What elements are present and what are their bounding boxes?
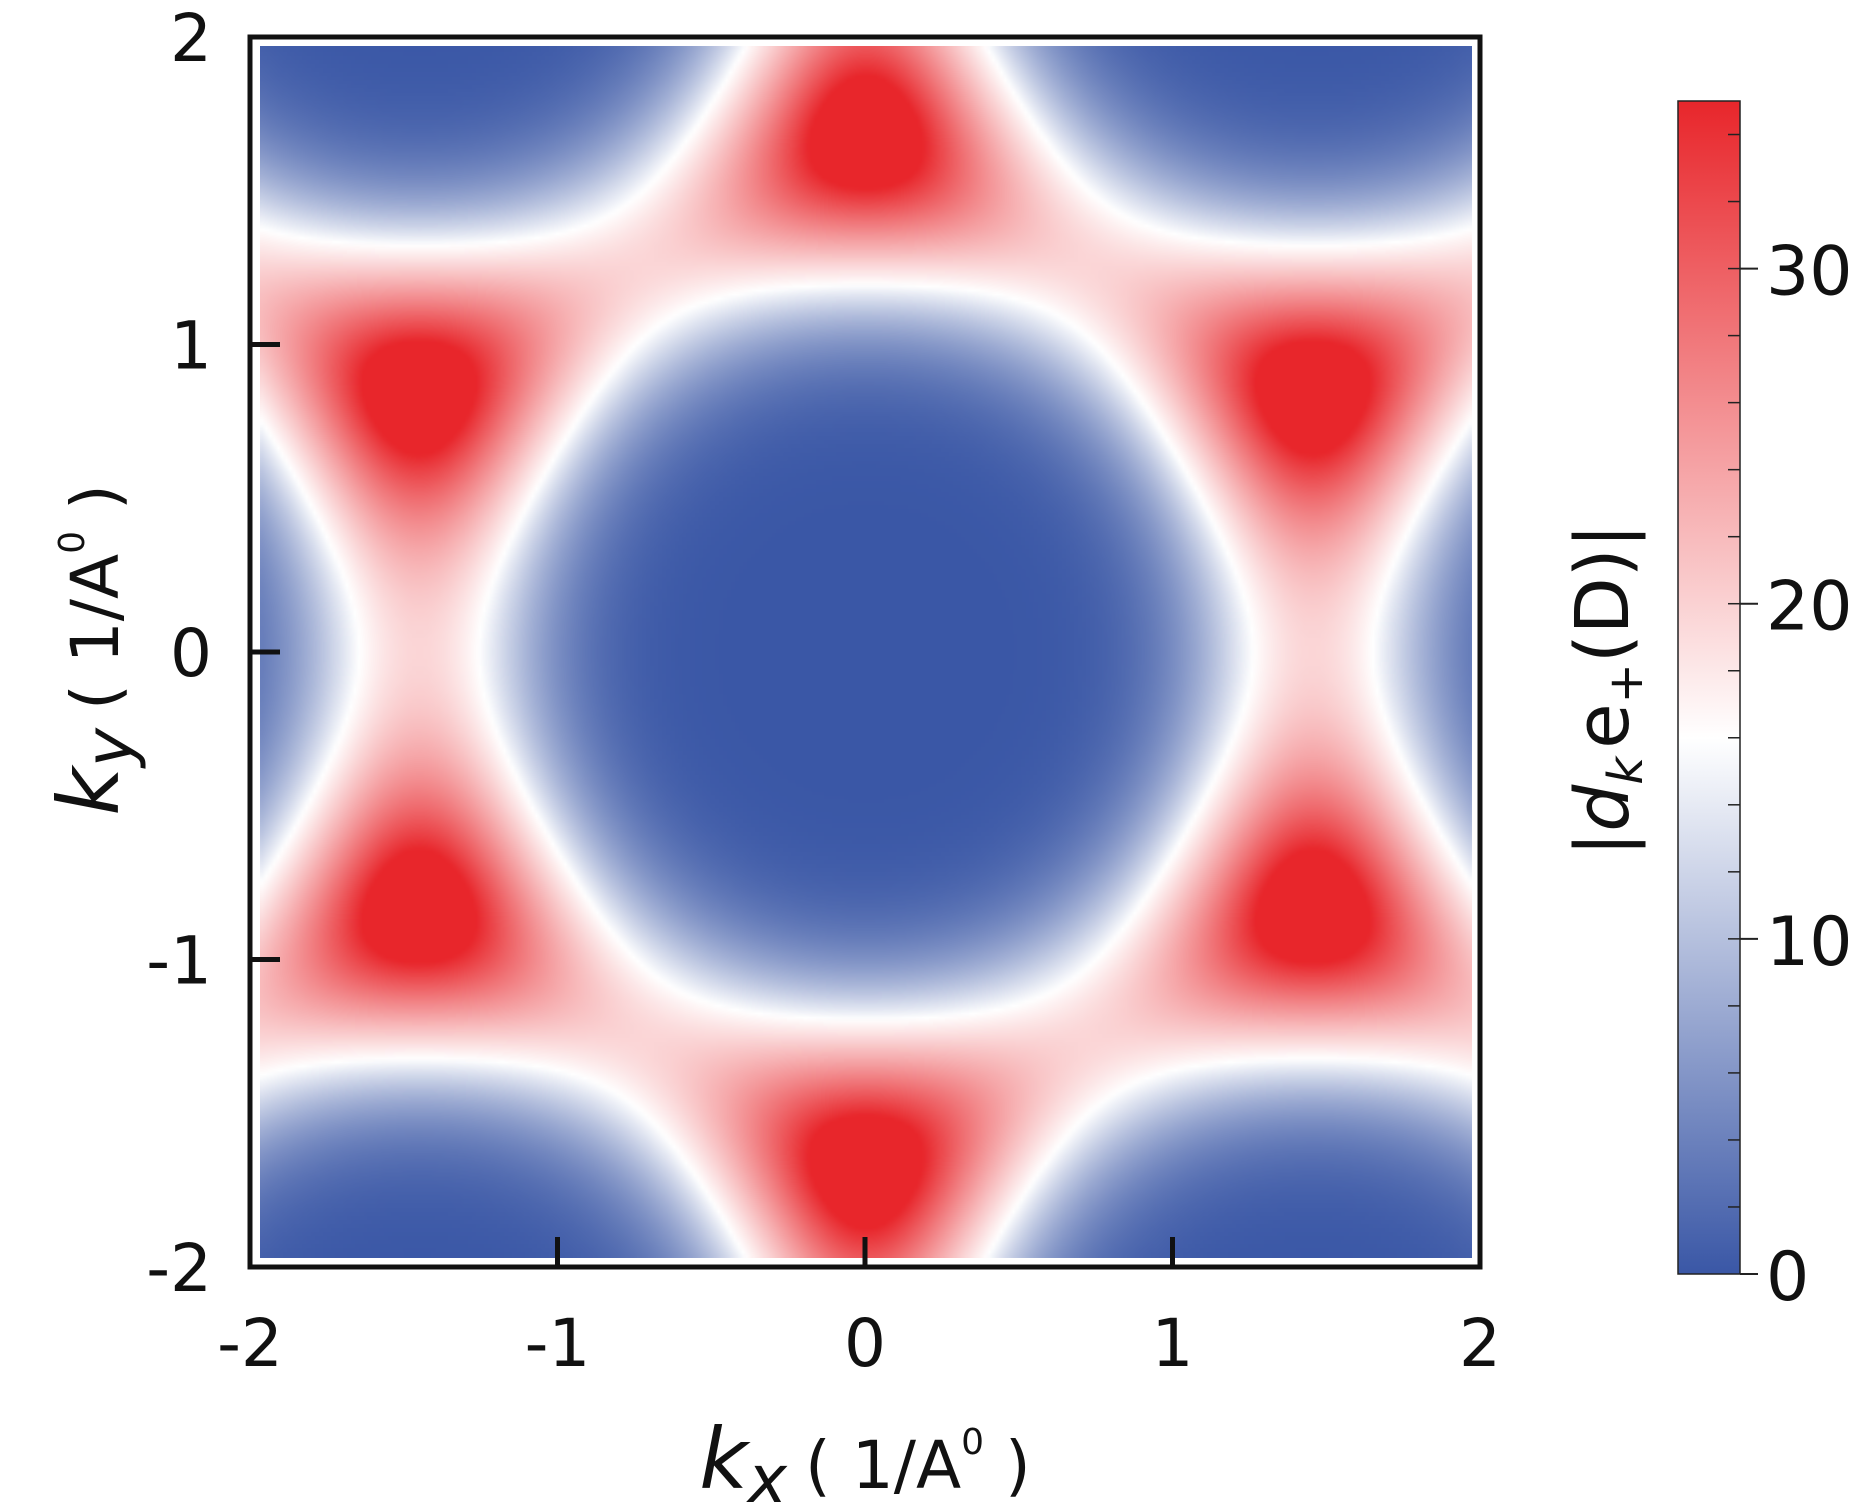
- x-tick-label: 2: [1459, 1305, 1501, 1382]
- y-axis-unit: ( 1/A: [57, 554, 134, 710]
- colorbar-ticks: 0 10 20 30: [1728, 133, 1853, 1317]
- y-axis: -2 -1 0 1 2: [146, 0, 280, 1307]
- colorbar-label-post: (D)|: [1560, 523, 1646, 663]
- y-axis-symbol: k: [40, 764, 138, 816]
- y-axis-unit-sup: 0: [52, 531, 93, 554]
- x-axis-unit: ( 1/A: [805, 1427, 961, 1503]
- x-axis-unit-sup: 0: [961, 1422, 984, 1463]
- x-axis-unit-close: ): [984, 1427, 1031, 1503]
- y-axis-unit-close: ): [57, 484, 134, 531]
- colorbar-tick-label: 20: [1766, 568, 1853, 647]
- x-axis-label: kx ( 1/A0 ): [699, 1410, 1030, 1503]
- y-tick-label: 0: [170, 615, 212, 692]
- y-tick-label: -2: [146, 1230, 212, 1307]
- x-tick-label: 0: [844, 1305, 886, 1382]
- colorbar-label-sub: k: [1598, 755, 1654, 785]
- colorbar-label-sub2: +: [1598, 663, 1654, 703]
- colorbar-label-symbol: d: [1560, 784, 1646, 832]
- y-tick-label: 2: [170, 0, 212, 77]
- y-axis-label: ky ( 1/A0 ): [40, 484, 148, 815]
- colorbar-tick-label: 0: [1766, 1238, 1809, 1317]
- colorbar-tick-label: 10: [1766, 903, 1853, 982]
- y-tick-label: 1: [170, 308, 212, 385]
- heatmap-plot: [247, 34, 1483, 1270]
- y-axis-subscript: y: [71, 727, 148, 769]
- colorbar-label-mid: e: [1560, 703, 1646, 749]
- x-axis: -2 -1 0 1 2: [217, 1237, 1501, 1382]
- x-axis-symbol: k: [699, 1410, 751, 1503]
- heatmap-image: [260, 46, 1472, 1258]
- colorbar-gradient: [1677, 100, 1741, 1275]
- x-tick-label: -1: [525, 1305, 591, 1382]
- x-tick-label: 1: [1152, 1305, 1194, 1382]
- colorbar-label-pre: |: [1560, 832, 1646, 857]
- colorbar-tick-label: 30: [1766, 233, 1853, 312]
- y-tick-label: -1: [146, 923, 212, 1000]
- x-axis-subscript: x: [746, 1441, 788, 1503]
- colorbar-label: |dke+(D)|: [1560, 523, 1654, 856]
- x-tick-label: -2: [217, 1305, 283, 1382]
- colorbar: 0 10 20 30: [1677, 100, 1853, 1317]
